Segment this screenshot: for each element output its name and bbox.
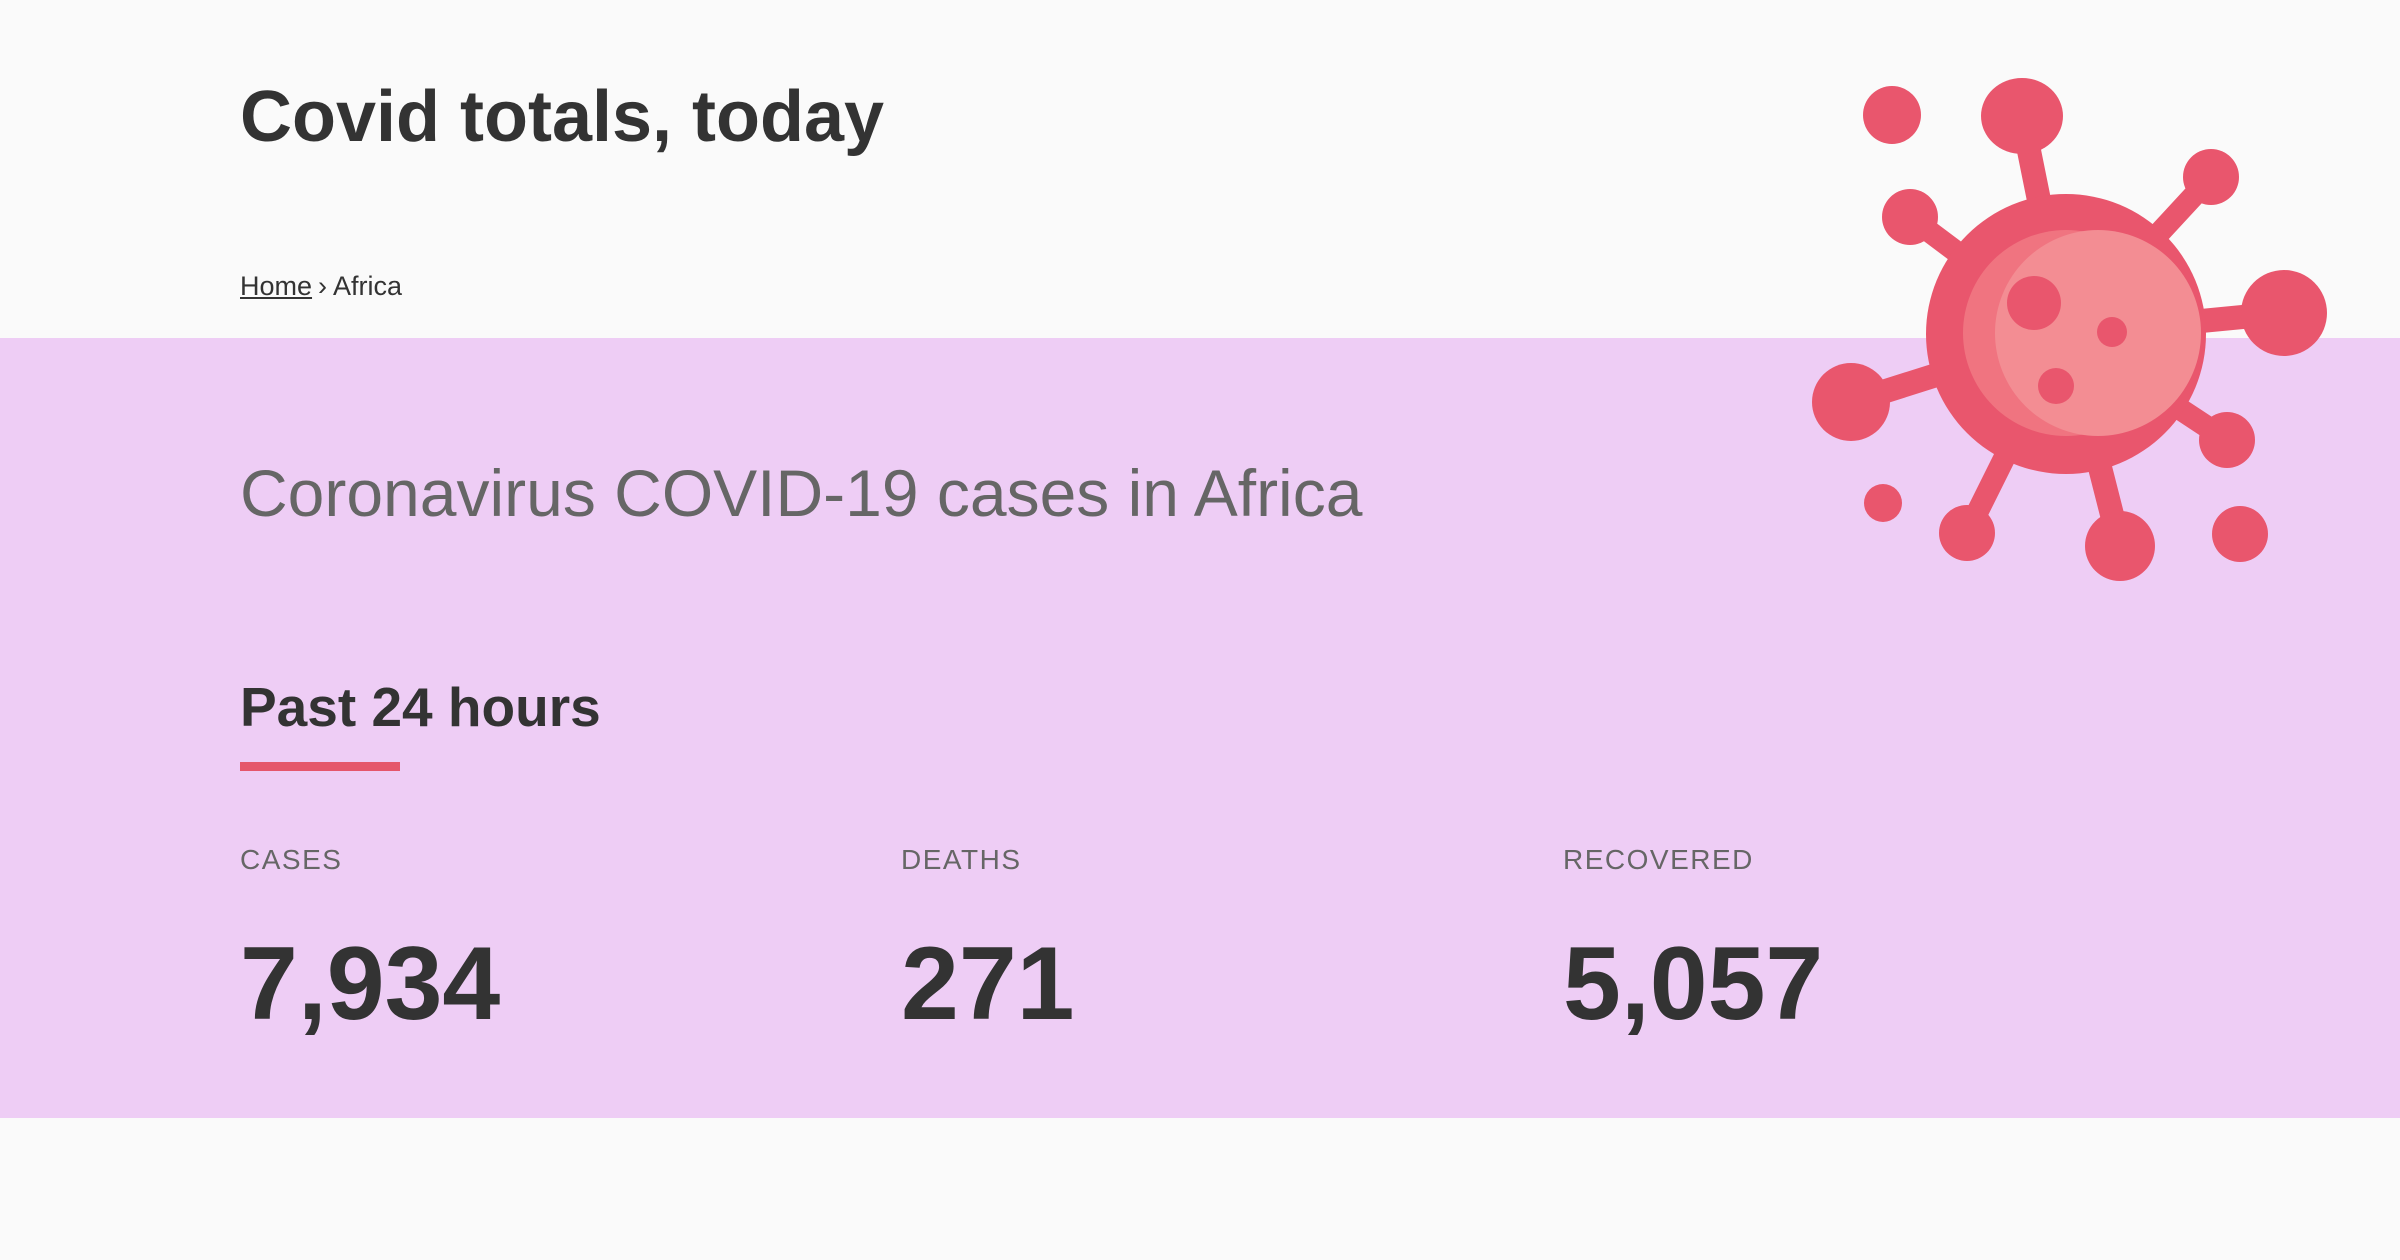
breadcrumb: Home › Africa: [240, 268, 402, 304]
stat-deaths-value: 271: [901, 926, 1075, 1042]
section-title: Past 24 hours: [240, 676, 601, 738]
page-header: Covid totals, today Home › Africa: [0, 0, 2400, 338]
breadcrumb-separator: ›: [318, 271, 328, 301]
page-title: Covid totals, today: [240, 77, 885, 157]
region-heading: Coronavirus COVID-19 cases in Africa: [240, 456, 1363, 530]
stat-recovered-value: 5,057: [1563, 926, 1824, 1042]
section-title-underline: [240, 762, 400, 771]
breadcrumb-current: Africa: [333, 271, 403, 301]
stat-recovered: RECOVERED 5,057: [1563, 838, 2163, 1044]
breadcrumb-home-link[interactable]: Home: [240, 271, 313, 301]
stat-cases: CASES 7,934: [240, 838, 840, 1044]
stat-cases-label: CASES: [240, 844, 343, 875]
virus-icon: [1812, 78, 2327, 581]
stat-deaths: DEATHS 271: [901, 838, 1501, 1044]
stat-recovered-label: RECOVERED: [1563, 844, 1754, 875]
stat-deaths-label: DEATHS: [901, 844, 1022, 875]
stat-cases-value: 7,934: [240, 926, 501, 1042]
